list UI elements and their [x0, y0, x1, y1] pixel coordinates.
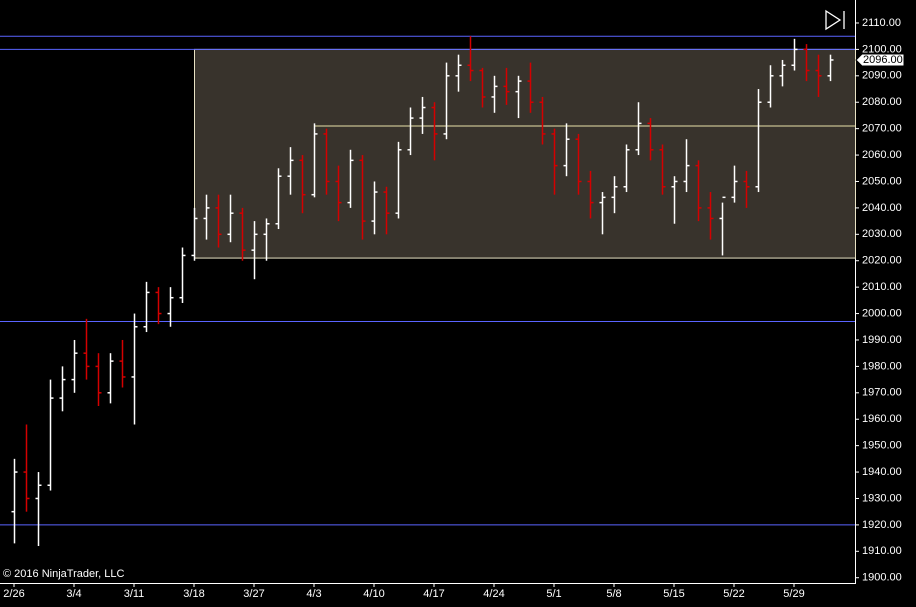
y-tick-label: 2060.00: [862, 149, 902, 161]
y-tick-label: 1960.00: [862, 413, 902, 425]
x-tick-label: 3/4: [66, 588, 81, 600]
x-tick-label: 5/1: [546, 588, 561, 600]
y-tick-label: 2080.00: [862, 96, 902, 108]
last-price-label: 2096.00: [863, 54, 903, 66]
x-tick-label: 4/3: [306, 588, 321, 600]
annotations: [0, 35, 856, 526]
x-tick-label: 4/10: [363, 588, 384, 600]
x-tick-label: 3/11: [124, 588, 145, 600]
y-tick-label: 2090.00: [862, 70, 902, 82]
y-tick-label: 2000.00: [862, 307, 902, 319]
x-tick-label: 4/17: [423, 588, 444, 600]
y-tick-label: 2020.00: [862, 255, 902, 267]
y-tick-label: 2040.00: [862, 202, 902, 214]
y-tick-label: 2100.00: [862, 43, 902, 55]
copyright: © 2016 NinjaTrader, LLC: [3, 568, 124, 580]
x-tick-label: 5/22: [723, 588, 744, 600]
y-tick-label: 1980.00: [862, 360, 902, 372]
x-tick-label: 4/24: [483, 588, 504, 600]
x-tick-label: 5/29: [783, 588, 804, 600]
x-tick-label: 5/15: [663, 588, 684, 600]
y-tick-label: 1970.00: [862, 387, 902, 399]
y-tick-label: 1950.00: [862, 440, 902, 452]
x-tick-label: 5/8: [606, 588, 621, 600]
bars: [11, 36, 834, 547]
y-tick-label: 2070.00: [862, 123, 902, 135]
x-tick-label: 3/18: [183, 588, 204, 600]
x-tick-label: 3/27: [243, 588, 264, 600]
y-tick-label: 1990.00: [862, 334, 902, 346]
y-tick-label: 2030.00: [862, 228, 902, 240]
y-tick-label: 2050.00: [862, 175, 902, 187]
y-tick-label: 1920.00: [862, 519, 902, 531]
zone: [194, 48, 856, 259]
play-icon[interactable]: [825, 9, 845, 31]
y-tick-label: 2110.00: [862, 17, 901, 29]
y-tick-label: 1940.00: [862, 466, 902, 478]
y-tick-label: 2010.00: [862, 281, 902, 293]
x-tick-label: 2/26: [3, 588, 24, 600]
y-tick-label: 1930.00: [862, 492, 902, 504]
y-tick-label: 1900.00: [862, 572, 902, 584]
y-tick-label: 1910.00: [862, 545, 902, 557]
last-price-marker: [855, 53, 905, 67]
